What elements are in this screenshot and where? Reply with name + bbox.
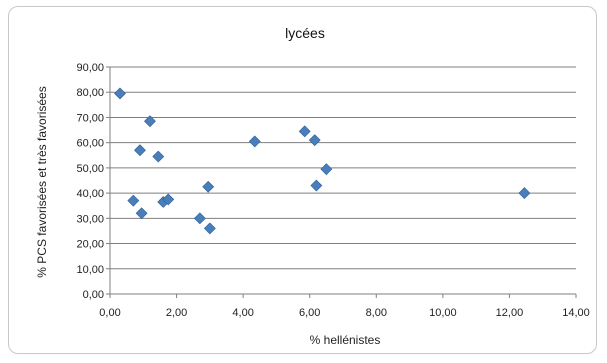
x-tick-label: 8,00 (366, 307, 387, 319)
data-point-3 (152, 150, 165, 163)
y-tick-label: 20,00 (76, 239, 104, 251)
data-point-11 (248, 135, 261, 148)
x-tick-label: 12,00 (496, 307, 524, 319)
x-tick-label: 2,00 (166, 307, 187, 319)
data-point-16 (518, 187, 531, 200)
data-point-5 (135, 207, 148, 220)
data-point-4 (127, 194, 140, 207)
data-point-0 (114, 87, 126, 100)
data-point-10 (203, 222, 216, 235)
grid-lines (110, 66, 576, 270)
data-point-1 (144, 115, 156, 128)
x-tick-labels: 0,00 2,00 4,00 6,00 8,00 10,00 12,00 14,00 (99, 307, 589, 319)
y-tick-label: 30,00 (76, 213, 104, 225)
y-tick-label: 40,00 (76, 188, 104, 200)
chart-frame (8, 6, 597, 354)
x-tick-label: 4,00 (232, 307, 253, 319)
axes (106, 66, 577, 298)
y-axis-title: % PCS favorisées et très favorisées (35, 86, 49, 277)
y-tick-label: 90,00 (76, 62, 104, 74)
y-tick-label: 50,00 (76, 163, 104, 175)
data-point-12 (298, 125, 311, 138)
data-point-2 (134, 144, 146, 157)
y-tick-label: 0,00 (83, 289, 104, 301)
data-point-14 (310, 179, 323, 192)
x-tick-label: 10,00 (429, 307, 457, 319)
x-axis-title: % hellénistes (310, 333, 381, 347)
data-points (114, 87, 531, 235)
y-tick-label: 10,00 (76, 264, 104, 276)
data-point-13 (308, 134, 321, 147)
x-tick-label: 14,00 (562, 307, 590, 319)
y-tick-label: 60,00 (76, 138, 104, 150)
data-point-9 (202, 180, 215, 193)
y-tick-label: 80,00 (76, 87, 104, 99)
chart-title: lycées (285, 25, 325, 41)
x-tick-label: 6,00 (299, 307, 320, 319)
data-point-7 (162, 193, 175, 206)
y-tick-label: 70,00 (76, 112, 104, 124)
x-tick-label: 0,00 (99, 307, 120, 319)
data-point-15 (320, 163, 333, 176)
y-tick-labels: 0,00 10,00 20,00 30,00 40,00 50,00 60,00 70,00 8… (76, 62, 104, 301)
data-point-8 (193, 212, 206, 225)
